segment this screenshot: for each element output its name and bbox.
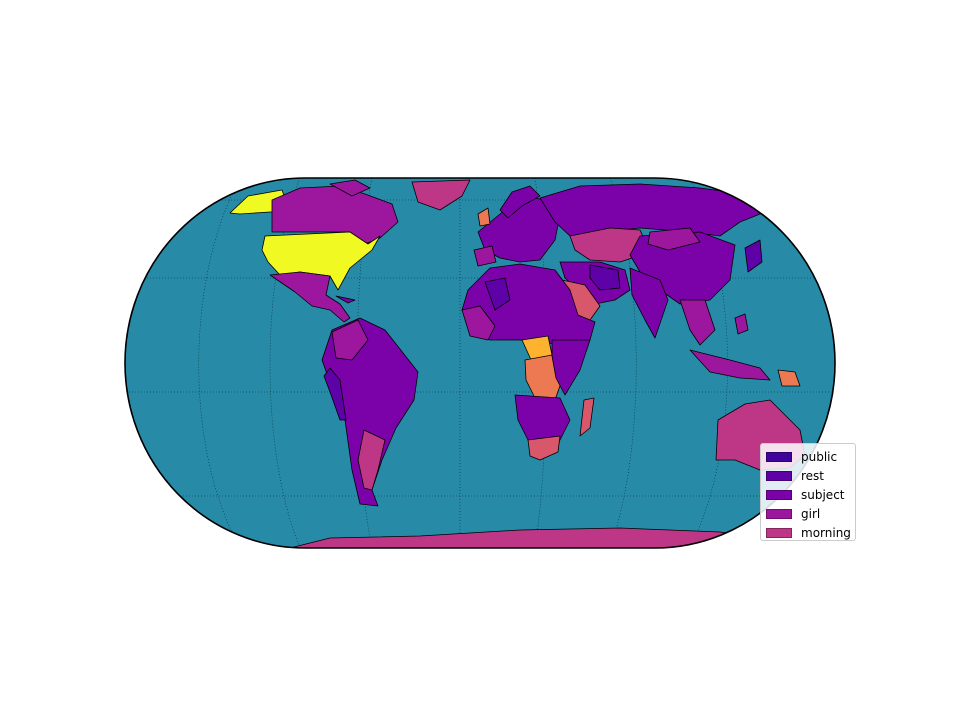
legend-label: subject [801, 487, 845, 502]
new-guinea [777, 369, 801, 387]
iran [589, 264, 621, 291]
legend-label: rest [801, 468, 825, 483]
legend-item: morning [766, 523, 855, 542]
south-africa [527, 435, 561, 461]
legend-swatch [766, 451, 792, 462]
legend-swatch [766, 527, 792, 538]
madagascar [579, 397, 595, 437]
canada [271, 185, 399, 245]
legend-item: girl [766, 504, 855, 523]
india [629, 267, 669, 339]
legend-item: rest [766, 466, 855, 485]
mongolia [647, 227, 701, 251]
arctic-islands [329, 179, 371, 197]
legend: public rest subject girl morning [760, 443, 856, 541]
legend-swatch [766, 489, 792, 500]
legend-label: public [801, 449, 838, 464]
africa-west [461, 305, 496, 341]
south-america-south [357, 429, 386, 491]
iberia [473, 245, 497, 267]
japan [744, 239, 763, 273]
uk [477, 207, 491, 227]
legend-swatch [766, 470, 792, 481]
caribbean [335, 295, 356, 304]
mexico [269, 271, 351, 323]
southeast-asia [679, 299, 716, 346]
globe-outline [124, 177, 836, 549]
legend-label: morning [801, 525, 851, 540]
legend-swatch [766, 508, 792, 519]
greenland [411, 179, 471, 211]
south-america-north [331, 319, 369, 361]
philippines [734, 313, 749, 335]
south-america-west [323, 367, 347, 421]
africa-sahel [484, 277, 511, 311]
indonesia [689, 349, 771, 381]
legend-item: public [766, 447, 855, 466]
usa [261, 231, 381, 291]
africa-east [551, 339, 591, 396]
legend-item: subject [766, 485, 855, 504]
scandinavia [499, 185, 541, 219]
legend-label: girl [801, 506, 821, 521]
